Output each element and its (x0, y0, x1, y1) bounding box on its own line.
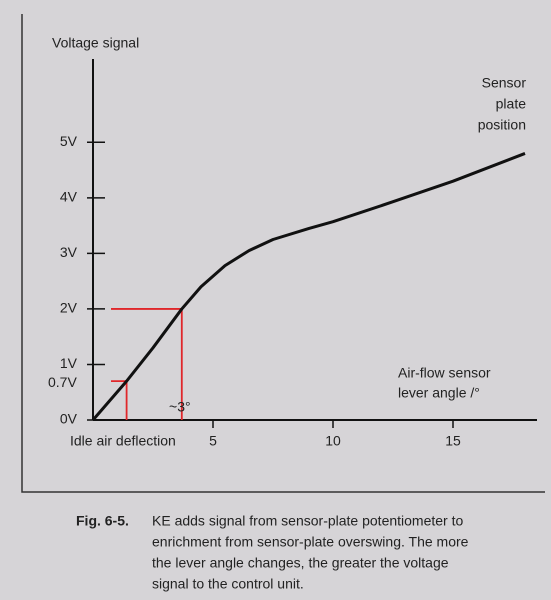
y-tick-label: 5V (60, 133, 78, 149)
y-tick-label: 4V (60, 189, 78, 205)
caption-line: the lever angle changes, the greater the… (152, 555, 449, 571)
caption-fig: Fig. 6-5. (76, 513, 129, 529)
caption-line: signal to the control unit. (152, 576, 304, 592)
data-line (91, 152, 526, 421)
series-label: plate (496, 96, 527, 112)
frame (21, 14, 545, 493)
guide-label: 0.7V (48, 374, 77, 390)
x-tick-label: 10 (325, 433, 341, 449)
y-tick-label: 3V (60, 244, 78, 260)
guide-label: ~3° (169, 399, 191, 415)
y-tick-label: 2V (60, 300, 78, 316)
x-axis-label: lever angle /° (398, 385, 480, 401)
x-axis-label: Air-flow sensor (398, 365, 491, 381)
x-tick-label: 5 (209, 433, 217, 449)
x-tick-label: 15 (445, 433, 461, 449)
y-tick-label: 1V (60, 355, 78, 371)
annotation: Idle air deflection (70, 433, 176, 449)
y-axis-label: Voltage signal (52, 35, 139, 51)
series-label: Sensor (482, 75, 527, 91)
caption-line: enrichment from sensor-plate overswing. … (152, 534, 469, 550)
series-label: position (478, 117, 526, 133)
y-tick-label: 0V (60, 411, 78, 427)
caption-line: KE adds signal from sensor-plate potenti… (152, 513, 463, 529)
